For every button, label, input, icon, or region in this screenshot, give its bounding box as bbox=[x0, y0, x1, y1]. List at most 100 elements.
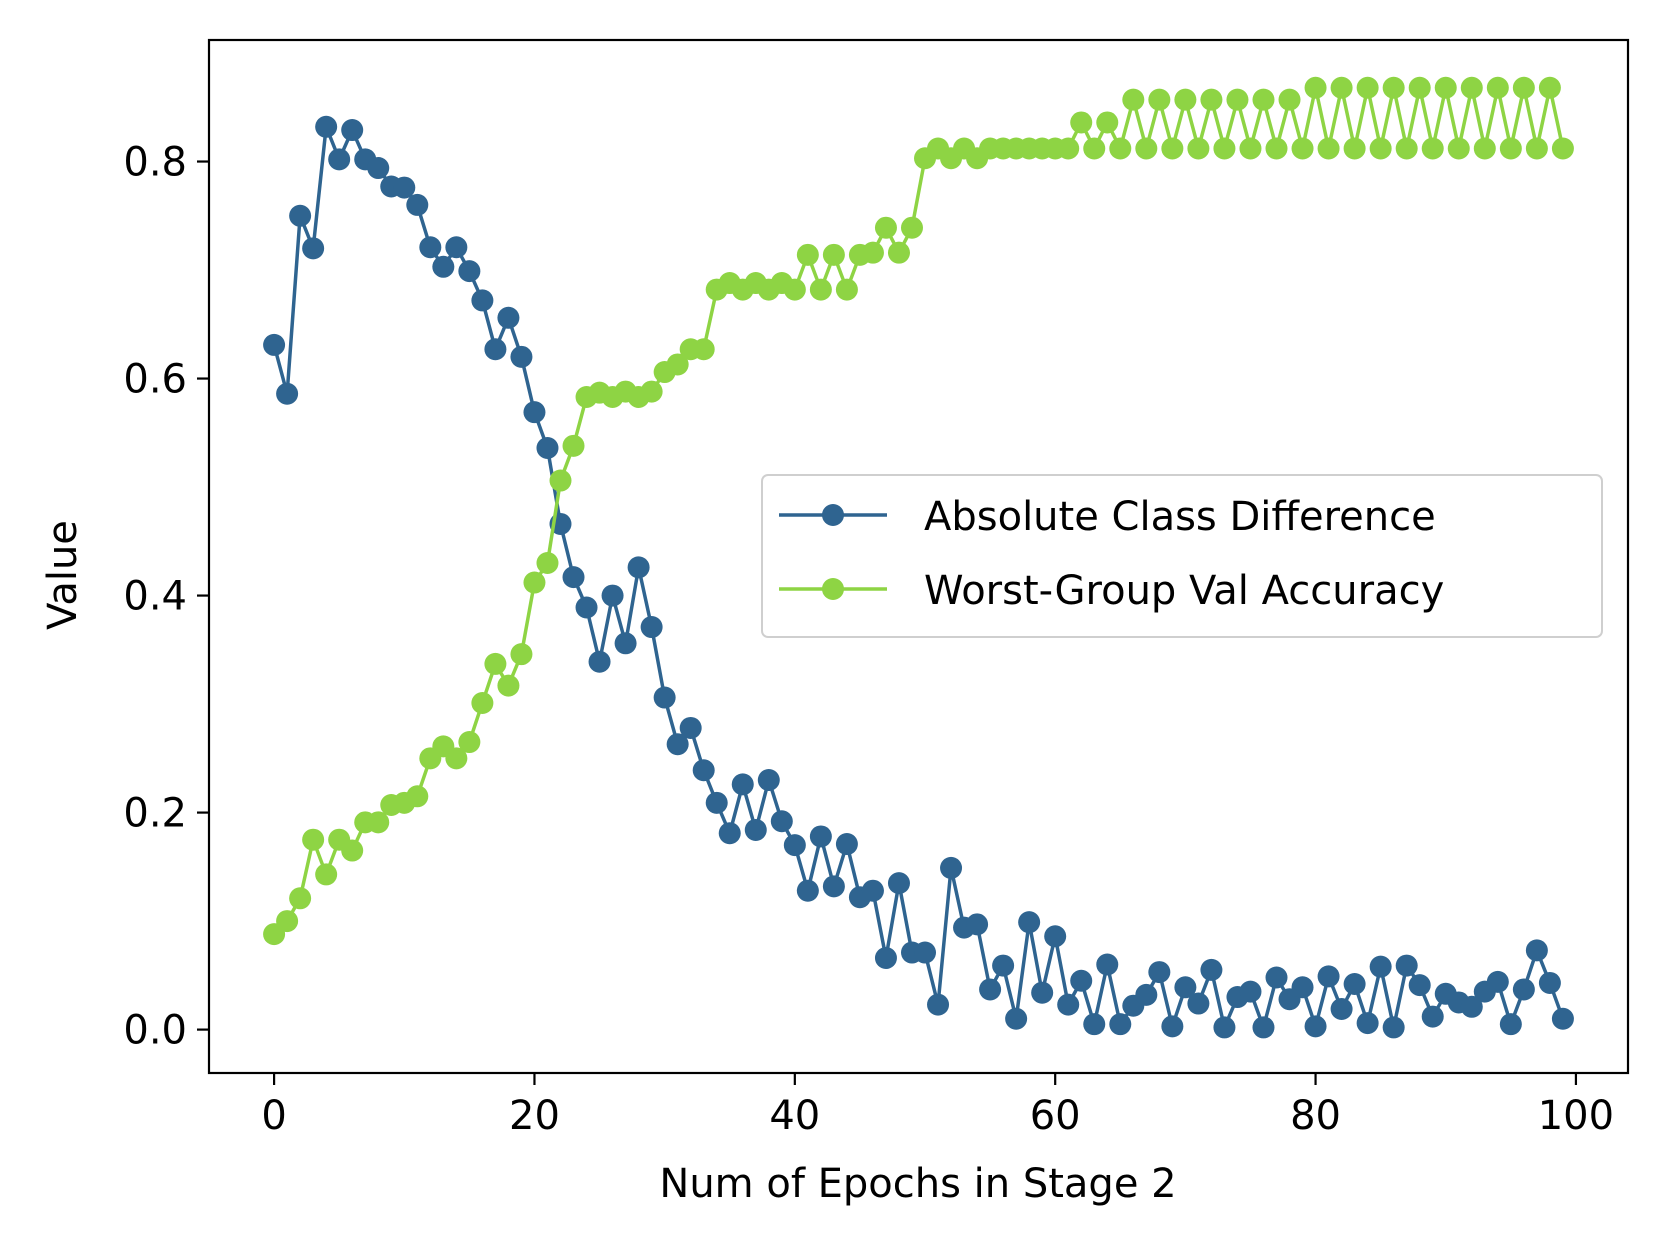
data-point bbox=[1148, 88, 1171, 111]
data-point bbox=[1369, 137, 1392, 160]
data-point bbox=[966, 913, 989, 936]
data-point bbox=[1278, 88, 1301, 111]
x-tick-label: 20 bbox=[509, 1093, 560, 1139]
data-point bbox=[471, 289, 494, 312]
y-tick-label: 0.0 bbox=[123, 1008, 187, 1054]
data-point bbox=[770, 810, 793, 833]
data-point bbox=[1122, 88, 1145, 111]
data-point bbox=[1304, 1015, 1327, 1038]
data-point bbox=[1070, 111, 1093, 134]
data-point bbox=[588, 650, 611, 673]
x-tick-label: 100 bbox=[1538, 1093, 1614, 1139]
data-point bbox=[458, 731, 481, 754]
data-point bbox=[1408, 76, 1431, 99]
y-tick-label: 0.4 bbox=[123, 574, 187, 620]
data-point bbox=[341, 119, 364, 142]
data-point bbox=[874, 216, 897, 239]
data-point bbox=[1252, 88, 1275, 111]
data-point bbox=[887, 241, 910, 264]
data-point bbox=[1239, 980, 1262, 1003]
data-point bbox=[276, 910, 299, 933]
data-point bbox=[302, 237, 325, 260]
data-point bbox=[627, 556, 650, 579]
data-point bbox=[1460, 76, 1483, 99]
data-point bbox=[940, 856, 963, 879]
x-tick-label: 60 bbox=[1030, 1093, 1081, 1139]
data-point bbox=[757, 769, 780, 792]
data-point bbox=[653, 686, 676, 709]
data-point bbox=[1356, 1012, 1379, 1035]
data-point bbox=[1031, 981, 1054, 1004]
data-point bbox=[887, 872, 910, 895]
data-point bbox=[731, 773, 754, 796]
data-point bbox=[367, 157, 390, 180]
data-point bbox=[1005, 1007, 1028, 1030]
data-point bbox=[927, 993, 950, 1016]
legend: Absolute Class Difference Worst-Group Va… bbox=[761, 474, 1603, 638]
data-point bbox=[471, 691, 494, 714]
series-layer bbox=[263, 76, 1574, 1039]
data-point bbox=[1265, 137, 1288, 160]
data-point bbox=[783, 278, 806, 301]
data-point bbox=[510, 345, 533, 368]
data-point bbox=[835, 833, 858, 856]
data-point bbox=[1265, 966, 1288, 989]
data-point bbox=[432, 255, 455, 278]
data-point bbox=[536, 436, 559, 459]
data-point bbox=[1187, 137, 1210, 160]
data-point bbox=[1213, 137, 1236, 160]
legend-label: Absolute Class Difference bbox=[924, 494, 1436, 540]
data-point bbox=[1161, 137, 1184, 160]
data-point bbox=[575, 596, 598, 619]
data-point bbox=[1291, 976, 1314, 999]
data-point bbox=[549, 469, 572, 492]
data-point bbox=[393, 176, 416, 199]
legend-swatch-marker bbox=[822, 504, 844, 526]
data-point bbox=[263, 333, 286, 356]
data-point bbox=[419, 236, 442, 259]
data-point bbox=[1512, 978, 1535, 1001]
data-point bbox=[1343, 973, 1366, 996]
data-point bbox=[1382, 76, 1405, 99]
data-point bbox=[796, 243, 819, 266]
x-axis-ticks: 0 20 40 60 80 100 bbox=[261, 1073, 1614, 1139]
data-point bbox=[1200, 88, 1223, 111]
data-point bbox=[302, 828, 325, 851]
data-point bbox=[1135, 137, 1158, 160]
x-tick-label: 40 bbox=[769, 1093, 820, 1139]
data-point bbox=[744, 818, 767, 841]
data-point bbox=[640, 616, 663, 639]
data-point bbox=[1395, 954, 1418, 977]
data-point bbox=[1213, 1016, 1236, 1039]
data-point bbox=[341, 839, 364, 862]
data-point bbox=[1070, 969, 1093, 992]
data-point bbox=[445, 747, 468, 770]
data-point bbox=[1356, 76, 1379, 99]
data-point bbox=[1057, 993, 1080, 1016]
y-tick-label: 0.8 bbox=[123, 140, 187, 186]
data-point bbox=[692, 338, 715, 361]
data-point bbox=[835, 278, 858, 301]
data-point bbox=[679, 716, 702, 739]
data-point bbox=[458, 260, 481, 283]
data-point bbox=[1473, 137, 1496, 160]
y-axis-ticks: 0.0 0.2 0.4 0.6 0.8 bbox=[123, 140, 209, 1054]
data-point bbox=[1239, 137, 1262, 160]
data-point bbox=[1499, 137, 1522, 160]
data-point bbox=[1525, 137, 1548, 160]
data-point bbox=[914, 941, 937, 964]
data-point bbox=[1343, 137, 1366, 160]
data-point bbox=[1486, 970, 1509, 993]
data-point bbox=[861, 879, 884, 902]
data-point bbox=[861, 241, 884, 264]
data-point bbox=[1044, 925, 1067, 948]
data-point bbox=[406, 193, 429, 216]
data-point bbox=[1109, 1013, 1132, 1036]
data-point bbox=[1447, 137, 1470, 160]
data-point bbox=[979, 978, 1002, 1001]
legend-box bbox=[761, 474, 1603, 638]
data-point bbox=[1382, 1016, 1405, 1039]
data-point bbox=[1200, 958, 1223, 981]
plot-frame bbox=[207, 38, 1630, 1075]
data-point bbox=[1317, 137, 1340, 160]
